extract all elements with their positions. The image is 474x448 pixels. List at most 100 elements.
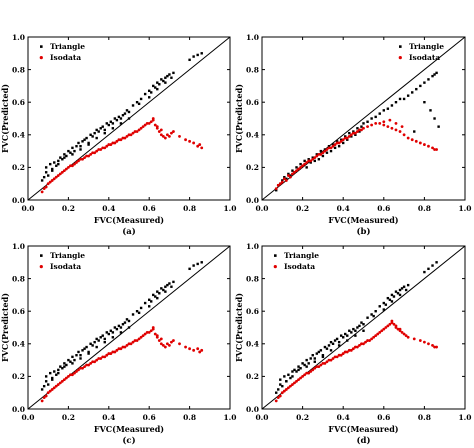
data-point [57,162,60,166]
data-point [164,285,167,288]
data-point [433,148,436,151]
data-point [153,332,157,336]
data-point [317,152,321,156]
data-point [431,146,434,150]
data-point [386,125,390,129]
series-isodata [40,326,204,403]
data-point [156,296,159,300]
data-point [54,384,58,388]
y-tick-label: 0.4 [246,340,259,349]
data-point [431,74,434,78]
data-point [350,135,353,138]
data-point [427,267,430,271]
series-isodata [274,118,438,190]
data-point [366,125,369,129]
data-point [137,337,141,341]
data-point [404,334,408,338]
data-point [77,368,80,372]
data-point [85,154,88,158]
data-point [427,144,430,148]
data-point [311,157,315,161]
data-point [297,368,300,372]
data-point [323,345,327,349]
data-point [77,350,80,354]
data-point [168,73,171,76]
y-tick-label: 0.8 [246,65,259,74]
data-point [398,293,402,297]
data-point [329,358,333,362]
data-point [366,120,369,123]
data-point [378,305,381,308]
x-tick-label: 0.6 [143,413,156,422]
data-point [423,81,426,84]
data-point [115,118,119,122]
data-point [347,135,351,138]
data-point [311,354,314,357]
data-point [423,101,426,104]
data-point [337,353,341,357]
y-tick-label: 0.4 [246,131,259,140]
data-point [89,152,93,156]
data-point [349,348,353,352]
data-point [57,159,60,163]
data-point [49,162,52,166]
legend-entry: Isodata [284,262,315,271]
data-point [295,379,298,383]
data-point [356,130,359,133]
data-point [111,141,115,145]
data-point [151,117,155,120]
data-point [89,342,92,345]
data-point [347,348,351,352]
data-point [333,355,337,359]
data-point [274,399,278,403]
data-point [299,166,302,169]
data-point [141,334,145,338]
data-point [360,321,363,324]
data-point [390,293,394,297]
y-tick-label: 0.8 [246,274,259,283]
data-point [53,370,56,373]
data-point [105,331,108,334]
data-point [87,154,90,158]
data-point [358,324,361,328]
data-point [115,348,119,352]
data-point [148,298,151,301]
data-point [103,337,106,341]
data-point [315,154,319,158]
data-point [97,339,100,342]
data-point [121,345,125,349]
data-point [160,287,163,290]
data-point [75,354,78,357]
data-point [309,357,312,360]
data-point [49,371,52,375]
data-point [376,332,380,336]
data-point [295,169,298,173]
data-point [69,164,72,168]
data-point [67,358,70,362]
data-point [101,125,104,128]
data-point [433,345,436,349]
data-point [42,396,46,399]
legend-marker-circle-icon [273,265,277,269]
data-point [307,371,311,375]
data-point [200,52,203,55]
data-point [147,121,151,125]
data-point [172,71,175,75]
legend-entry: Triangle [284,251,319,260]
data-point [335,140,339,143]
data-point [309,161,312,164]
data-point [305,358,308,362]
data-point [81,366,84,370]
data-point [109,120,113,123]
data-point [117,115,121,119]
data-point [346,138,349,141]
data-point [145,330,149,334]
data-point [58,172,62,176]
data-point [67,149,70,153]
data-point [123,136,127,140]
data-point [307,158,310,161]
data-point [69,151,72,154]
data-point [63,153,66,156]
data-point [343,350,347,354]
y-axis-label: FVC(Predicted) [234,84,244,153]
